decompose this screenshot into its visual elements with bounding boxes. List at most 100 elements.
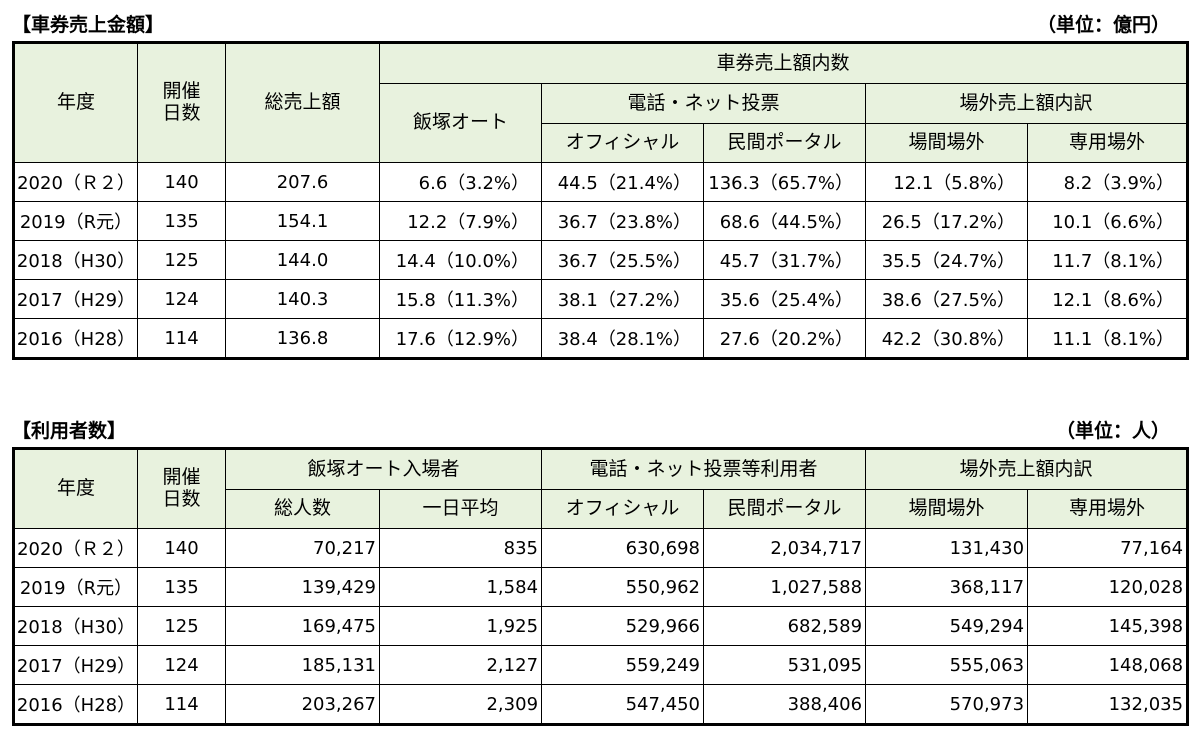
table-row: 2018（H30） 125 144.0 14.4（10.0%） 36.7（25.… xyxy=(13,240,1189,280)
cell-year: 2018（H30） xyxy=(13,606,138,646)
table-row: 2016（H28） 114 136.8 17.6（12.9%） 38.4（28.… xyxy=(13,318,1189,359)
col-header-portal: 民間ポータル xyxy=(703,489,867,529)
col-header-total: 総売上額 xyxy=(225,42,380,163)
table-row: 2020（Ｒ２） 140 70,217 835 630,698 2,034,71… xyxy=(13,528,1189,568)
sales-unit: （単位：億円） xyxy=(1036,14,1170,36)
col-header-portal: 民間ポータル xyxy=(703,123,866,163)
cell-portal: 27.6（20.2%） xyxy=(703,318,866,359)
col-header-dedicated-offsite: 専用場外 xyxy=(1027,489,1189,529)
cell-daily-avg: 1,584 xyxy=(378,567,543,607)
days-header-line1: 開催 xyxy=(162,80,201,103)
cell-track: 42.2（30.8%） xyxy=(865,318,1028,359)
sales-table: 年度 開催 日数 総売上額 車券売上額内数 飯塚オート 電話・ネット投票 場外売上… xyxy=(12,41,1190,360)
cell-portal: 35.6（25.4%） xyxy=(703,279,866,319)
cell-year: 2018（H30） xyxy=(13,240,138,280)
cell-days: 124 xyxy=(137,279,226,319)
cell-portal: 68.6（44.5%） xyxy=(703,201,866,241)
cell-portal: 136.3（65.7%） xyxy=(703,162,866,202)
cell-official: 529,966 xyxy=(541,606,705,646)
cell-days: 124 xyxy=(137,645,226,685)
cell-total: 136.8 xyxy=(225,318,380,359)
cell-days: 135 xyxy=(137,201,226,241)
cell-total-people: 203,267 xyxy=(225,684,380,725)
cell-track: 131,430 xyxy=(865,528,1029,568)
cell-daily-avg: 2,127 xyxy=(378,645,543,685)
table-row: 2019（R元） 135 139,429 1,584 550,962 1,027… xyxy=(13,567,1189,607)
cell-official: 630,698 xyxy=(541,528,705,568)
cell-iizuka: 6.6（3.2%） xyxy=(379,162,542,202)
cell-iizuka: 15.8（11.3%） xyxy=(379,279,542,319)
cell-portal: 388,406 xyxy=(703,684,867,725)
cell-official: 44.5（21.4%） xyxy=(541,162,704,202)
cell-daily-avg: 1,925 xyxy=(378,606,543,646)
cell-dedicated: 8.2（3.9%） xyxy=(1026,162,1189,202)
col-header-days: 開催 日数 xyxy=(137,42,226,163)
cell-dedicated: 148,068 xyxy=(1027,645,1189,685)
cell-total-people: 139,429 xyxy=(225,567,380,607)
cell-daily-avg: 2,309 xyxy=(378,684,543,725)
col-header-phone-net-users: 電話・ネット投票等利用者 xyxy=(541,448,867,490)
cell-year: 2016（H28） xyxy=(13,318,138,359)
cell-year: 2019（R元） xyxy=(13,201,138,241)
table-row: 2020（Ｒ２） 140 207.6 6.6（3.2%） 44.5（21.4%）… xyxy=(13,162,1189,202)
col-header-track-offsite: 場間場外 xyxy=(865,489,1029,529)
col-header-iizuka: 飯塚オート xyxy=(379,83,542,163)
cell-track: 12.1（5.8%） xyxy=(865,162,1028,202)
cell-dedicated: 11.1（8.1%） xyxy=(1026,318,1189,359)
cell-official: 547,450 xyxy=(541,684,705,725)
cell-official: 38.4（28.1%） xyxy=(541,318,704,359)
cell-dedicated: 77,164 xyxy=(1027,528,1189,568)
cell-portal: 531,095 xyxy=(703,645,867,685)
cell-official: 550,962 xyxy=(541,567,705,607)
days-header-line2: 日数 xyxy=(162,102,201,124)
cell-portal: 1,027,588 xyxy=(703,567,867,607)
table-row: 2019（R元） 135 154.1 12.2（7.9%） 36.7（23.8%… xyxy=(13,201,1189,241)
cell-days: 135 xyxy=(137,567,226,607)
cell-portal: 2,034,717 xyxy=(703,528,867,568)
users-unit: （単位：人） xyxy=(1055,420,1170,442)
cell-dedicated: 12.1（8.6%） xyxy=(1026,279,1189,319)
col-header-year: 年度 xyxy=(13,448,138,529)
cell-total-people: 185,131 xyxy=(225,645,380,685)
cell-days: 140 xyxy=(137,162,226,202)
cell-official: 36.7（25.5%） xyxy=(541,240,704,280)
cell-year: 2016（H28） xyxy=(13,684,138,725)
col-header-phone-net: 電話・ネット投票 xyxy=(541,83,866,124)
cell-track: 38.6（27.5%） xyxy=(865,279,1028,319)
cell-track: 555,063 xyxy=(865,645,1029,685)
cell-days: 125 xyxy=(137,606,226,646)
cell-total-people: 169,475 xyxy=(225,606,380,646)
users-table: 年度 開催 日数 飯塚オート入場者 電話・ネット投票等利用者 場外売上額内訳 総人… xyxy=(12,447,1190,726)
col-header-total-people: 総人数 xyxy=(225,489,380,529)
cell-days: 114 xyxy=(137,318,226,359)
cell-dedicated: 145,398 xyxy=(1027,606,1189,646)
cell-year: 2020（Ｒ２） xyxy=(13,528,138,568)
cell-total: 154.1 xyxy=(225,201,380,241)
cell-iizuka: 14.4（10.0%） xyxy=(379,240,542,280)
cell-iizuka: 17.6（12.9%） xyxy=(379,318,542,359)
col-header-breakdown: 車券売上額内数 xyxy=(378,42,1189,84)
table-row: 2017（H29） 124 185,131 2,127 559,249 531,… xyxy=(13,645,1189,685)
cell-track: 570,973 xyxy=(865,684,1029,725)
cell-dedicated: 132,035 xyxy=(1027,684,1189,725)
col-header-daily-avg: 一日平均 xyxy=(378,489,543,529)
users-title: 【利用者数】 xyxy=(12,420,127,442)
col-header-official: オフィシャル xyxy=(541,123,704,163)
cell-total: 140.3 xyxy=(225,279,380,319)
col-header-days: 開催 日数 xyxy=(137,448,226,529)
cell-official: 36.7（23.8%） xyxy=(541,201,704,241)
cell-iizuka: 12.2（7.9%） xyxy=(379,201,542,241)
cell-year: 2019（R元） xyxy=(13,567,138,607)
cell-portal: 45.7（31.7%） xyxy=(703,240,866,280)
col-header-official: オフィシャル xyxy=(541,489,705,529)
cell-year: 2017（H29） xyxy=(13,645,138,685)
col-header-track-offsite: 場間場外 xyxy=(865,123,1028,163)
cell-total-people: 70,217 xyxy=(225,528,380,568)
table-row: 2017（H29） 124 140.3 15.8（11.3%） 38.1（27.… xyxy=(13,279,1189,319)
cell-official: 38.1（27.2%） xyxy=(541,279,704,319)
cell-track: 35.5（24.7%） xyxy=(865,240,1028,280)
col-header-iizuka-visitors: 飯塚オート入場者 xyxy=(224,448,543,490)
cell-portal: 682,589 xyxy=(703,606,867,646)
days-header-line2: 日数 xyxy=(162,488,201,510)
cell-total: 144.0 xyxy=(225,240,380,280)
